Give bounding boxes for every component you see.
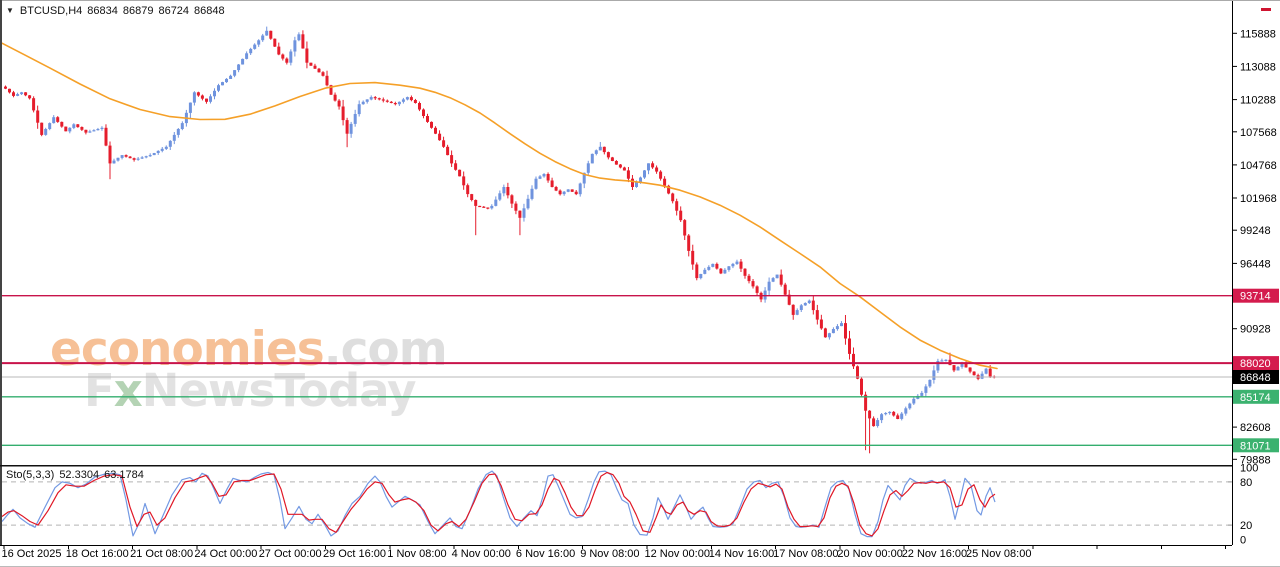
level-lines bbox=[2, 295, 1232, 446]
price-label-90928: 90928 bbox=[1240, 324, 1271, 336]
time-axis[interactable]: 16 Oct 2025 18 Oct 16:00 21 Oct 08:00 24 Oc… bbox=[2, 545, 1227, 560]
date-label: 22 Nov 16:00 bbox=[902, 548, 967, 560]
stochastic-d-line bbox=[1, 471, 996, 537]
date-label: 25 Nov 08:00 bbox=[966, 548, 1031, 560]
price-label-104768: 104768 bbox=[1240, 160, 1277, 172]
indicator-d-value: 63.1784 bbox=[104, 469, 144, 481]
price-label-107568: 107568 bbox=[1240, 127, 1277, 139]
price-badge-81071: 81071 bbox=[1240, 440, 1271, 452]
collapse-indicator-icon[interactable]: ▼ bbox=[6, 6, 14, 15]
price-label-101968: 101968 bbox=[1240, 193, 1277, 205]
chart-title: ▼ BTCUSD,H4 86834 86879 86724 86848 bbox=[6, 5, 225, 17]
date-label: 1 Nov 08:00 bbox=[387, 548, 446, 560]
date-label: 12 Nov 00:00 bbox=[645, 548, 710, 560]
high-value: 86879 bbox=[122, 5, 154, 17]
date-label: 21 Oct 08:00 bbox=[130, 548, 193, 560]
symbol-period-label: BTCUSD,H4 bbox=[19, 5, 83, 17]
price-badge-86848: 86848 bbox=[1240, 372, 1271, 384]
open-value: 86834 bbox=[87, 5, 118, 17]
price-label-96448: 96448 bbox=[1240, 258, 1271, 270]
price-label-113088: 113088 bbox=[1240, 61, 1276, 73]
price-label-99248: 99248 bbox=[1240, 225, 1271, 237]
indicator-name: Sto(5,3,3) bbox=[6, 469, 55, 481]
date-label: 17 Nov 08:00 bbox=[773, 548, 838, 560]
price-label-79888: 79888 bbox=[1240, 454, 1271, 466]
price-label-115888: 115888 bbox=[1240, 28, 1276, 40]
date-label: 20 Nov 00:00 bbox=[837, 548, 902, 560]
date-label: 4 Nov 00:00 bbox=[452, 548, 511, 560]
stochastic-panel: 100 80 20 0 bbox=[1, 463, 1258, 547]
candles-layer bbox=[4, 26, 996, 454]
stoch-axis-label-20: 20 bbox=[1240, 520, 1252, 532]
stoch-axis-label-0: 0 bbox=[1240, 535, 1246, 547]
moving-average-line bbox=[1, 42, 998, 370]
date-label: 14 Nov 16:00 bbox=[709, 548, 774, 560]
date-label: 24 Oct 00:00 bbox=[194, 548, 257, 560]
price-axis[interactable]: 115888 113088 110288 107568 104768 101968 9924… bbox=[1232, 0, 1280, 567]
price-badge-93714: 93714 bbox=[1240, 291, 1271, 303]
date-label: 9 Nov 08:00 bbox=[580, 548, 639, 560]
indicator-k-value: 52.3304 bbox=[59, 469, 100, 481]
date-label: 16 Oct 2025 bbox=[2, 548, 62, 560]
price-badge-85174: 85174 bbox=[1240, 392, 1271, 404]
date-label: 18 Oct 16:00 bbox=[66, 548, 129, 560]
chart-shift-marker bbox=[1261, 8, 1271, 11]
price-label-82608: 82608 bbox=[1240, 422, 1271, 434]
stoch-axis-label-100: 100 bbox=[1240, 463, 1258, 475]
indicator-label: Sto(5,3,3) 52.3304 63.1784 bbox=[6, 469, 144, 481]
date-label: 6 Nov 16:00 bbox=[516, 548, 575, 560]
stoch-axis-label-80: 80 bbox=[1240, 477, 1252, 489]
price-label-110288: 110288 bbox=[1240, 95, 1276, 107]
date-label: 29 Oct 16:00 bbox=[323, 548, 386, 560]
price-badge-88020: 88020 bbox=[1240, 358, 1271, 370]
date-label: 27 Oct 00:00 bbox=[259, 548, 322, 560]
low-value: 86724 bbox=[158, 5, 190, 17]
close-value: 86848 bbox=[194, 5, 225, 17]
